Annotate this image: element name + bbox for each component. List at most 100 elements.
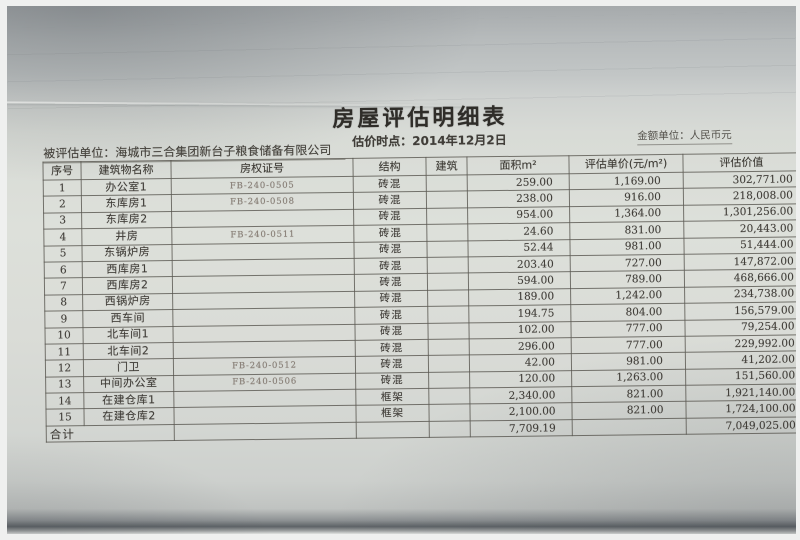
valuation-date: 估价时点：2014年12月2日 <box>352 132 507 149</box>
cell-unit_price: 1,169.00 <box>569 172 684 191</box>
cell-name: 门卫 <box>83 358 174 377</box>
cell-value: 41,202.00 <box>685 351 796 369</box>
cell-value: 51,444.00 <box>683 236 796 255</box>
cell-structure: 砖混 <box>354 273 428 292</box>
cell-area: 2,100.00 <box>469 403 573 421</box>
cell-no: 9 <box>44 310 83 328</box>
cell-area: 259.00 <box>467 173 570 192</box>
cell-structure: 砖混 <box>354 306 428 324</box>
cell-name: 西锅炉房 <box>82 293 173 311</box>
cell-structure: 砖混 <box>354 290 428 308</box>
cell-name: 西车间 <box>82 309 173 328</box>
cell-value: 229,992.00 <box>685 334 796 353</box>
cell-unit_price: 821.00 <box>571 401 687 420</box>
cell-area: 52.44 <box>467 239 571 257</box>
cell-unit_price: 804.00 <box>570 303 685 322</box>
cell-area: 594.00 <box>468 272 571 290</box>
cell-no: 11 <box>45 343 84 361</box>
cell-no: 14 <box>45 392 84 410</box>
cell-structure: 砖混 <box>353 175 427 193</box>
cell-area: 42.00 <box>469 353 572 372</box>
cell-value: 218,008.00 <box>683 187 796 206</box>
cell-area: 238.00 <box>467 190 570 208</box>
cell-value: 302,771.00 <box>683 170 796 189</box>
cell-value: 20,443.00 <box>683 220 796 238</box>
cell-structure: 框架 <box>355 388 429 406</box>
cell-value: 79,254.00 <box>684 318 796 337</box>
cell-name: 中间办公室 <box>83 375 174 393</box>
cell-value: 234,738.00 <box>684 285 796 304</box>
cell-unit_price: 821.00 <box>571 385 686 404</box>
cell-name: 办公室1 <box>81 178 172 197</box>
cell-value: 1,301,256.00 <box>683 203 796 222</box>
cell-building <box>426 224 468 241</box>
cell-name: 北车间2 <box>83 342 174 360</box>
cell-building <box>427 322 470 340</box>
cell-no: 2 <box>43 196 82 213</box>
appraisal-table: 序号 建筑物名称 房权证号 结构 建筑 面积m² 评估单价(元/m²) 评估价值 1 办公室1 F… <box>42 152 796 443</box>
cell-unit_price: 727.00 <box>570 254 685 273</box>
cell-area: 954.00 <box>467 206 570 225</box>
cell-no: 10 <box>44 327 84 345</box>
cell-structure: 砖混 <box>355 339 429 357</box>
cell-unit_price: 777.00 <box>570 319 686 338</box>
cell-structure: 砖混 <box>353 208 427 226</box>
cell-building <box>428 355 470 373</box>
cell-no: 6 <box>44 261 83 279</box>
cell-area: 203.40 <box>468 255 571 274</box>
cell-value: 151,560.00 <box>685 367 796 386</box>
column-header: 建筑 <box>425 156 468 176</box>
cell-building <box>428 338 470 356</box>
column-header: 房权证号 <box>170 158 354 179</box>
cell-building <box>427 289 469 307</box>
cell-unit_price: 777.00 <box>571 336 686 354</box>
column-header: 面积m² <box>466 155 570 175</box>
cell-structure <box>356 421 430 439</box>
cell-area: 194.75 <box>468 304 571 323</box>
cell-area: 24.60 <box>467 222 570 241</box>
cell-building <box>429 420 471 438</box>
total-value: 7,049,025.00 <box>686 416 796 435</box>
cell-building <box>426 174 468 192</box>
cell-building <box>427 306 469 323</box>
cell-structure: 砖混 <box>355 372 429 390</box>
cell-building <box>427 256 469 274</box>
cell-no: 12 <box>45 359 84 377</box>
cell-no: 4 <box>43 228 82 246</box>
cell-building <box>426 240 469 258</box>
column-header: 建筑物名称 <box>80 160 172 180</box>
column-header: 结构 <box>352 157 427 177</box>
cell-area: 102.00 <box>468 321 572 339</box>
cell-unit_price: 831.00 <box>569 221 684 240</box>
cell-area: 120.00 <box>469 370 572 389</box>
cell-unit_price: 789.00 <box>570 270 685 289</box>
cell-name: 东库房1 <box>81 194 172 213</box>
cell-structure: 砖混 <box>354 257 428 275</box>
cell-area: 296.00 <box>469 337 572 356</box>
cell-unit_price: 981.00 <box>569 237 685 256</box>
cell-no: 13 <box>45 376 84 394</box>
cell-building <box>428 404 471 422</box>
cell-name: 北车间1 <box>82 326 174 344</box>
cell-cert <box>174 422 357 441</box>
column-header: 评估价值 <box>682 152 796 173</box>
paper-content: 房屋评估明细表 估价时点：2014年12月2日 金额单位：人民币元 被评估单位：… <box>7 6 796 534</box>
cell-no: 1 <box>43 179 82 197</box>
column-header: 评估单价(元/m²) <box>568 154 684 174</box>
cell-building <box>428 371 470 389</box>
cell-structure: 砖混 <box>354 322 429 341</box>
cell-building <box>427 273 469 291</box>
cell-building <box>428 388 470 405</box>
cell-name: 东锅炉房 <box>81 244 173 262</box>
cell-building <box>426 207 468 225</box>
cell-name: 在建仓库2 <box>83 408 175 426</box>
cell-structure: 砖混 <box>353 240 428 259</box>
cell-name: 西库房2 <box>82 276 173 295</box>
cell-no: 7 <box>44 277 83 295</box>
cell-unit_price: 1,364.00 <box>569 205 684 223</box>
cell-unit_price: 1,242.00 <box>570 287 685 305</box>
cell-area: 189.00 <box>468 288 571 307</box>
cell-name: 在建仓库1 <box>83 391 174 410</box>
cell-structure: 砖混 <box>353 224 427 242</box>
cell-no: 3 <box>43 212 82 230</box>
